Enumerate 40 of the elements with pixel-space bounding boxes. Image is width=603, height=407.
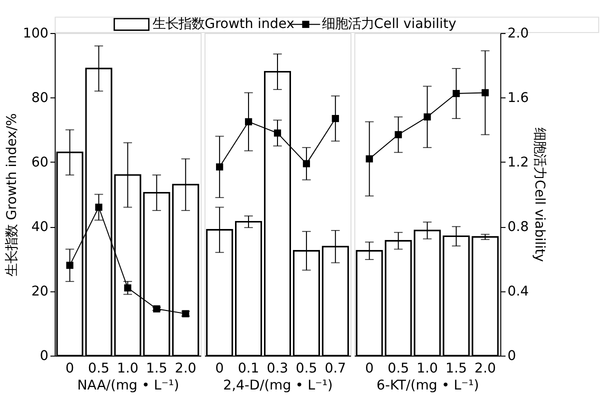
y2-tick-label: 1.2 — [507, 155, 529, 170]
point — [424, 113, 431, 120]
y-axis-title: 生长指数 Growth index/% — [5, 112, 20, 276]
x-axis-title: NAA/(mg • L⁻¹) — [77, 378, 180, 394]
x-tick-label: 1.0 — [416, 361, 438, 376]
y2-tick-label: 1.6 — [507, 90, 529, 106]
y-tick-label: 40 — [31, 220, 48, 235]
y-tick-label: 80 — [31, 90, 48, 106]
x-tick-label: 0.7 — [324, 361, 346, 376]
y-tick-label: 20 — [31, 284, 48, 300]
point — [124, 284, 132, 292]
x-tick-label: 0 — [66, 361, 74, 376]
y2-axis-title: 细胞活力Cell viability — [532, 128, 547, 262]
y2-tick-label: 2.0 — [507, 26, 529, 42]
x-tick-label: 2.0 — [474, 361, 496, 376]
y-tick-label: 60 — [31, 155, 48, 170]
x-tick-label: 0.5 — [88, 361, 110, 376]
y-tick-label: 100 — [22, 26, 48, 42]
x-tick-label: 0 — [365, 361, 374, 376]
x-tick-label: 0.1 — [238, 361, 260, 376]
x-tick-label: 1.0 — [117, 361, 138, 376]
x-axis-title: 6-KT/(mg • L⁻¹) — [376, 378, 479, 394]
y2-tick-label: 0.8 — [507, 220, 529, 235]
point — [482, 89, 489, 96]
point — [452, 90, 460, 98]
legend-label: 细胞活力Cell viability — [322, 17, 456, 32]
x-tick-label: 0.5 — [296, 361, 318, 376]
x-axis-title: 2,4-D/(mg • L⁻¹) — [223, 378, 333, 394]
x-tick-label: 1.5 — [446, 361, 467, 376]
x-tick-label: 1.5 — [146, 361, 168, 376]
point — [95, 204, 102, 211]
y2-tick-label: 0.4 — [507, 284, 529, 300]
x-tick-label: 0.5 — [388, 361, 410, 376]
x-tick-label: 2.0 — [174, 361, 196, 376]
y2-tick-label: 0 — [507, 348, 516, 364]
point — [66, 262, 74, 269]
y-tick-label: 0 — [40, 348, 48, 364]
x-tick-label: 0.3 — [266, 361, 288, 376]
x-tick-label: 0 — [215, 361, 224, 376]
legend-label: 生长指数Growth index — [152, 17, 294, 32]
